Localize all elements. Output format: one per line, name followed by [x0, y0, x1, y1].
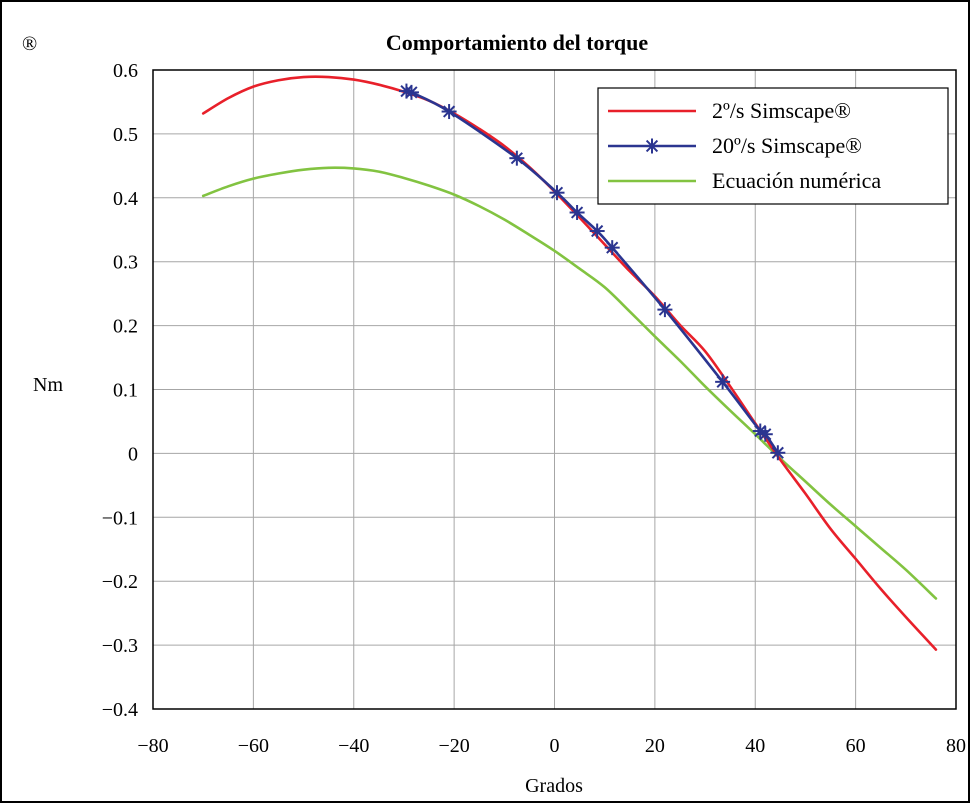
- x-tick-label: 0: [550, 735, 560, 757]
- y-tick-label: 0.1: [113, 380, 138, 402]
- y-tick-label: 0.3: [113, 252, 138, 274]
- data-point-marker: [441, 104, 457, 120]
- legend-items: 2º/s Simscape® 20º/s Simscape® Ecuación nu…: [608, 98, 881, 193]
- x-tick-label: 20: [645, 735, 665, 757]
- y-tick-label: −0.4: [102, 699, 138, 721]
- data-point-marker: [549, 185, 565, 201]
- series-markers: [398, 83, 786, 461]
- y-tick-labels: −0.4 −0.3 −0.2 −0.1 0 0.1 0.2 0.3 0.4 0.5 0.6: [102, 60, 138, 721]
- y-tick-label: 0.5: [113, 124, 138, 146]
- x-tick-label: −20: [438, 735, 469, 757]
- y-tick-label: 0.4: [113, 188, 138, 210]
- data-point-marker: [569, 204, 585, 220]
- y-tick-label: −0.1: [102, 507, 138, 529]
- legend: 2º/s Simscape® 20º/s Simscape® Ecuación nu…: [597, 87, 949, 205]
- series-line-2: [201, 166, 938, 600]
- x-tick-label: −60: [238, 735, 269, 757]
- data-point-marker: [770, 445, 786, 461]
- data-point-marker: [604, 240, 620, 256]
- legend-label: 2º/s Simscape®: [712, 98, 851, 123]
- legend-label: Ecuación numérica: [712, 168, 881, 193]
- data-point-marker: [657, 302, 673, 318]
- y-tick-label: 0.6: [113, 60, 138, 82]
- x-tick-label: 60: [846, 735, 866, 757]
- data-point-marker: [715, 374, 731, 390]
- chart-title: Comportamiento del torque: [386, 30, 649, 55]
- y-tick-label: 0: [128, 443, 138, 465]
- legend-label: 20º/s Simscape®: [712, 133, 862, 158]
- x-tick-label: −80: [137, 735, 168, 757]
- legend-marker: [644, 138, 660, 154]
- y-axis-label: Nm: [33, 374, 63, 396]
- data-point-marker: [509, 150, 525, 166]
- data-point-marker: [403, 84, 419, 100]
- y-tick-label: 0.2: [113, 316, 138, 338]
- corner-mark: ®: [22, 33, 37, 55]
- y-tick-label: −0.2: [102, 571, 138, 593]
- series-line-0: [201, 75, 938, 651]
- plot-border: [152, 69, 957, 710]
- x-axis-label: Grados: [525, 775, 583, 797]
- x-tick-labels: −80 −60 −40 −20 0 20 40 60 80: [137, 735, 966, 757]
- y-tick-label: −0.3: [102, 635, 138, 657]
- data-point-marker: [589, 223, 605, 239]
- x-tick-label: 40: [745, 735, 765, 757]
- x-tick-label: 80: [946, 735, 966, 757]
- data-point-marker: [757, 426, 773, 442]
- x-tick-label: −40: [338, 735, 369, 757]
